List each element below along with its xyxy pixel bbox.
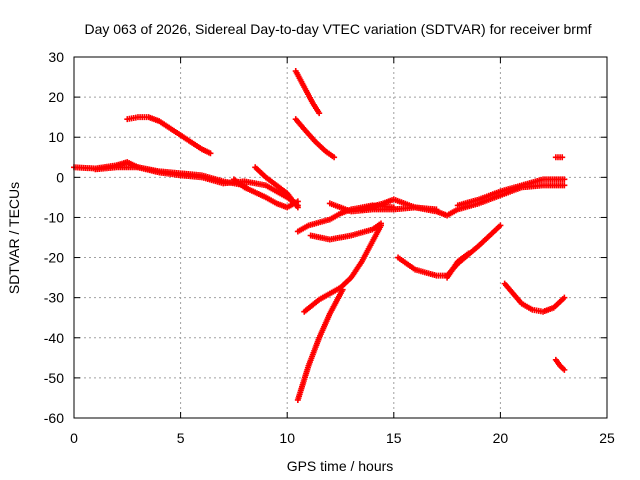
series-arc-9 bbox=[294, 286, 346, 403]
x-axis-label: GPS time / hours bbox=[287, 458, 394, 474]
data-point bbox=[561, 182, 568, 189]
series-arc-3 bbox=[124, 114, 214, 157]
y-tick-label: -50 bbox=[44, 370, 64, 386]
series-arc-10 bbox=[301, 222, 385, 315]
data-point bbox=[561, 176, 568, 183]
series-arc-17 bbox=[501, 280, 568, 315]
data-point bbox=[378, 220, 385, 227]
data-point bbox=[294, 204, 301, 211]
data-point bbox=[331, 154, 338, 161]
data-point bbox=[316, 110, 323, 117]
x-tick-label: 25 bbox=[599, 430, 615, 446]
x-tick-label: 20 bbox=[493, 430, 509, 446]
series-arc-5 bbox=[252, 164, 301, 211]
y-tick-label: 30 bbox=[48, 49, 64, 65]
y-tick-label: -20 bbox=[44, 250, 64, 266]
y-tick-label: 0 bbox=[56, 169, 64, 185]
series-arc-19 bbox=[552, 356, 568, 373]
data-point bbox=[207, 150, 214, 157]
y-tick-label: 10 bbox=[48, 129, 64, 145]
data-point bbox=[559, 154, 566, 161]
series-arc-12 bbox=[326, 182, 568, 219]
y-tick-label: 20 bbox=[48, 89, 64, 105]
y-tick-label: -40 bbox=[44, 330, 64, 346]
y-tick-label: -30 bbox=[44, 290, 64, 306]
x-tick-label: 10 bbox=[279, 430, 295, 446]
data-point bbox=[433, 206, 440, 213]
plot-frame bbox=[73, 56, 608, 419]
series-arc-15 bbox=[444, 250, 472, 281]
series-arc-7 bbox=[292, 116, 338, 161]
series-arc-13 bbox=[358, 196, 440, 213]
x-tick-label: 5 bbox=[177, 430, 185, 446]
series-arc-4 bbox=[230, 176, 301, 211]
series-arc-14 bbox=[395, 222, 504, 279]
x-tick-label: 0 bbox=[70, 430, 78, 446]
y-tick-label: -10 bbox=[44, 209, 64, 225]
data-point bbox=[465, 250, 472, 257]
series-arc-18 bbox=[552, 154, 566, 161]
series-arc-11 bbox=[307, 220, 385, 243]
axis-ticks bbox=[73, 56, 608, 419]
chart-title: Day 063 of 2026, Sidereal Day-to-day VTE… bbox=[84, 21, 591, 37]
y-tick-label: -60 bbox=[44, 410, 64, 426]
data-point bbox=[497, 222, 504, 229]
data-point bbox=[561, 294, 568, 301]
series-arc-6 bbox=[292, 68, 323, 117]
tick-labels: 0 5 10 15 20 25 30 20 10 0 -10 -20 -30 -40 -50 -60 bbox=[44, 49, 615, 446]
x-tick-label: 15 bbox=[386, 430, 402, 446]
y-axis-label: SDTVAR / TECUs bbox=[6, 182, 22, 294]
series-arc-16 bbox=[454, 176, 568, 209]
data-point bbox=[561, 366, 568, 373]
data-series bbox=[71, 68, 568, 403]
